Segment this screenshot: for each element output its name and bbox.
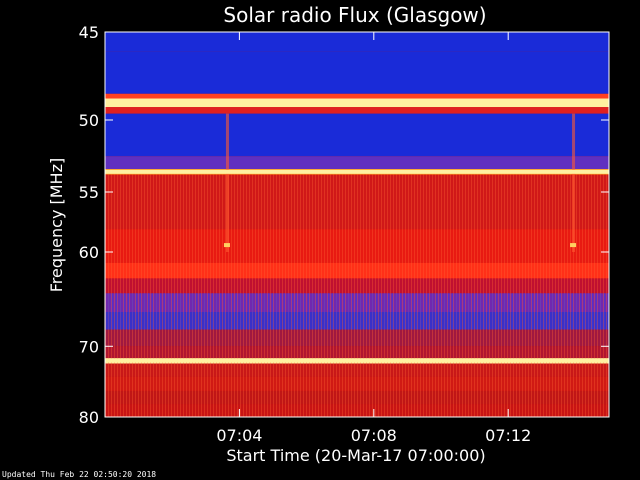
interference-streak [572,113,576,252]
y-tick-label: 60 [79,243,99,262]
frequency-band [105,32,609,52]
bright-lane [105,358,609,363]
x-tick-label: 07:04 [216,426,262,445]
x-tick-label: 07:12 [485,426,531,445]
frequency-band [105,156,609,170]
frequency-band [105,100,609,108]
chart-title: Solar radio Flux (Glasgow) [223,3,486,27]
frequency-band [105,51,609,94]
frequency-band [105,107,609,114]
y-tick-label: 80 [79,408,99,427]
interference-streak [225,113,229,252]
bright-lane [105,169,609,174]
y-axis-label: Frequency [MHz] [47,158,66,292]
x-axis: 07:04 07:08 07:12 [216,32,531,445]
interference-spot [223,243,230,248]
bright-lane [105,98,609,103]
interference-spot [570,243,577,248]
y-tick-label: 70 [79,337,99,356]
frequency-band [105,93,609,101]
plot-area [104,31,610,418]
plot-frame [104,31,610,418]
update-timestamp: Updated Thu Feb 22 02:50:20 2018 [2,470,156,479]
y-tick-label: 55 [79,183,99,202]
x-tick-label: 07:08 [351,426,397,445]
frequency-band [105,113,609,157]
x-axis-label: Start Time (20-Mar-17 07:00:00) [226,446,485,465]
noise-texture [105,293,609,330]
y-axis: 45 50 55 60 70 80 [79,23,609,427]
y-tick-label: 50 [79,111,99,130]
y-tick-label: 45 [79,23,99,42]
